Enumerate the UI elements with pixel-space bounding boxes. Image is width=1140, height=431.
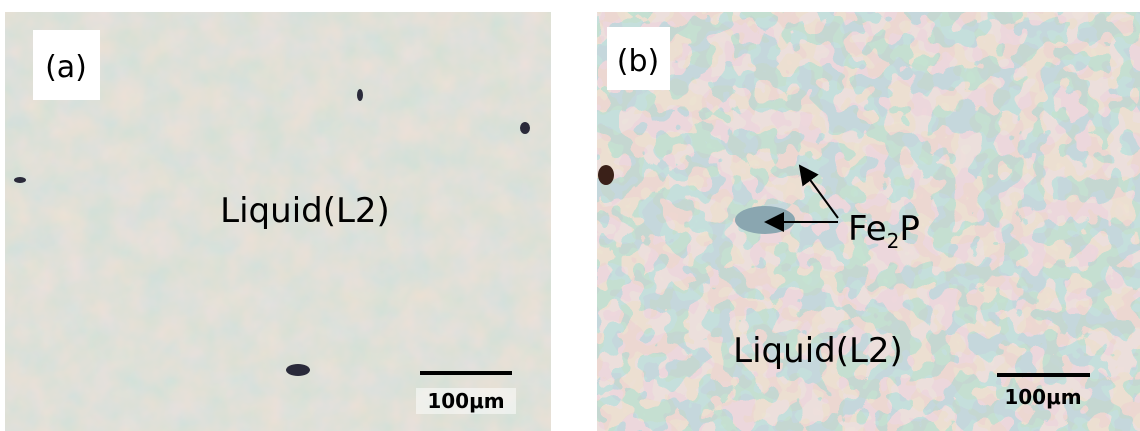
phase-label: Fe2P	[848, 209, 920, 253]
panel-tag: (b)	[617, 44, 659, 79]
panel-a: (a) Liquid(L2) 100μm	[5, 12, 551, 431]
panel-b: (b) Fe2P Liquid(L2) 100μm	[597, 12, 1140, 431]
panel-tag: (a)	[45, 50, 87, 85]
region-label: Liquid(L2)	[220, 191, 390, 231]
scale-label: 100μm	[1004, 385, 1081, 409]
body: (a) Liquid(L2) 100μm (b) Fe2P Liquid(L2)…	[0, 0, 1140, 431]
inclusion	[598, 165, 614, 185]
region-label: Liquid(L2)	[733, 331, 903, 371]
page: {"panels": [ {"tag": "(a)", "region_labe…	[0, 0, 1140, 431]
scale-label: 100μm	[427, 389, 504, 413]
figure: (a) Liquid(L2) 100μm (b) Fe2P Liquid(L2)…	[0, 0, 1140, 431]
phase-suffix: P	[899, 209, 920, 249]
inclusion	[735, 206, 795, 234]
phase-subscript: 2	[887, 229, 900, 253]
phase-base: Fe	[848, 209, 887, 249]
